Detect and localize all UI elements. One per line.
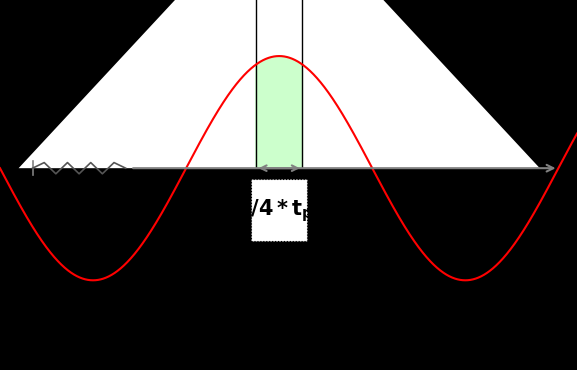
Polygon shape — [18, 0, 539, 168]
Text: $\mathbf{1/4*t_p}$: $\mathbf{1/4*t_p}$ — [235, 197, 313, 223]
Polygon shape — [256, 56, 302, 168]
FancyBboxPatch shape — [251, 179, 307, 241]
